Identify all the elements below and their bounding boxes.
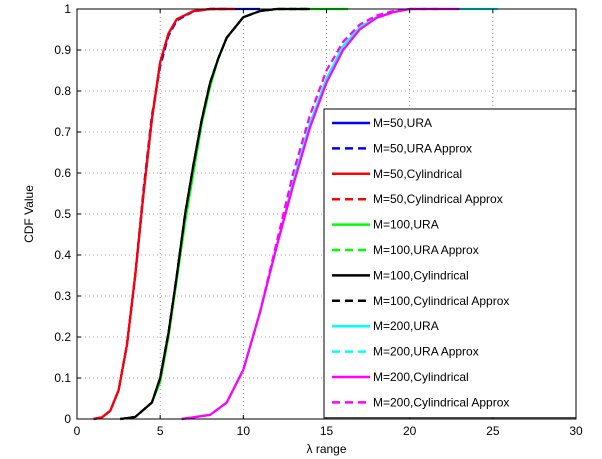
legend-box [323,108,577,419]
x-tick-label: 30 [569,424,583,438]
legend-label: M=100,Cylindrical [373,268,469,282]
series-line [120,7,310,421]
series-line [93,7,227,421]
y-tick-label: 0 [64,412,71,426]
y-tick-label: 1 [64,2,71,16]
y-tick-label: 0.7 [54,125,71,139]
y-tick-label: 0.4 [54,248,71,262]
legend: M=50,URA M=50,URA Approx M=50,Cylindrical M… [323,108,577,419]
y-tick-label: 0.3 [54,289,71,303]
x-tick-label: 10 [237,424,251,438]
x-tick-label: 15 [320,424,334,438]
series-group [93,7,498,421]
axis-ticks: 0 5 10 15 20 25 30 0 0.1 0.2 0.3 0.4 0.5 0.6 0.7 0.8 0.9… [54,2,583,438]
legend-label: M=200,URA [373,319,439,333]
x-tick-label: 5 [157,424,164,438]
legend-label: M=200,Cylindrical Approx [373,395,509,409]
x-tick-label: 0 [74,424,81,438]
x-axis-label: λ range [306,442,346,456]
y-axis-label: CDF Value [22,185,36,243]
legend-label: M=100,URA [373,218,439,232]
legend-label: M=50,URA Approx [373,141,472,155]
y-tick-label: 0.5 [54,207,71,221]
legend-label: M=100,Cylindrical Approx [373,294,509,308]
y-tick-label: 0.1 [54,371,71,385]
x-tick-label: 25 [486,424,500,438]
legend-label: M=50,URA [373,116,432,130]
legend-label: M=50,Cylindrical [373,167,462,181]
y-tick-label: 0.9 [54,43,71,57]
y-tick-label: 0.2 [54,330,71,344]
legend-label: M=50,Cylindrical Approx [373,192,503,206]
series-line [181,7,443,421]
x-tick-label: 20 [403,424,417,438]
legend-label: M=100,URA Approx [373,243,479,257]
legend-label: M=200,URA Approx [373,345,479,359]
legend-label: M=200,Cylindrical [373,370,469,384]
y-tick-label: 0.8 [54,84,71,98]
y-tick-label: 0.6 [54,166,71,180]
